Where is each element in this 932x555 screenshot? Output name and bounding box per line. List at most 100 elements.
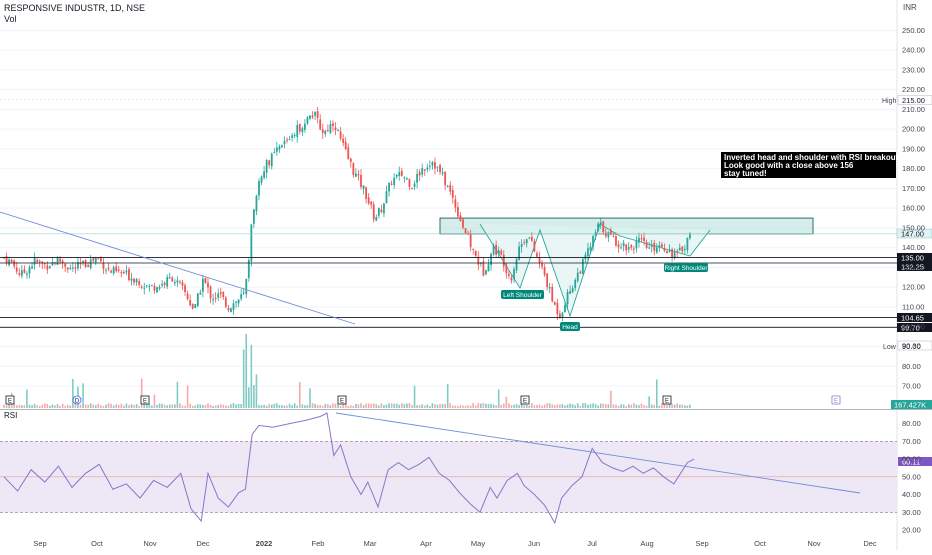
candle-body xyxy=(653,242,656,251)
candle-body xyxy=(156,287,158,293)
candle-body xyxy=(671,249,673,258)
volume-bar xyxy=(362,405,365,408)
volume-bar xyxy=(174,404,176,408)
candle-body xyxy=(604,232,607,237)
candle-body xyxy=(492,245,495,255)
right-shoulder-text: Right Shoulder xyxy=(665,265,709,272)
rsi-tick-label: 40.00 xyxy=(902,490,921,499)
candle-body xyxy=(196,293,199,307)
price-tick-label: 240.00 xyxy=(902,46,925,55)
candle-body xyxy=(61,260,64,264)
candle-body xyxy=(158,287,161,289)
low-marker: Low 90.30 xyxy=(883,340,932,351)
volume-bar xyxy=(406,403,408,408)
candle-body xyxy=(638,237,640,243)
candle-body xyxy=(319,119,322,130)
candle-body xyxy=(436,166,439,168)
candle-body xyxy=(138,281,141,286)
candle-body xyxy=(393,177,396,186)
volume-bar xyxy=(319,404,321,408)
volume-bar xyxy=(474,405,477,408)
candle-body xyxy=(449,185,452,192)
earnings-marker[interactable]: E xyxy=(5,395,15,405)
volume-bar xyxy=(582,403,584,408)
right-shoulder-label[interactable]: Right Shoulder xyxy=(664,263,708,272)
candle-body xyxy=(408,179,411,187)
left-shoulder-label[interactable]: Left Shoulder xyxy=(501,290,544,299)
candle-body xyxy=(49,266,51,269)
volume-bar xyxy=(589,404,592,408)
volume-bar xyxy=(508,403,510,408)
volume-bar xyxy=(678,404,681,408)
earnings-marker[interactable]: E xyxy=(662,395,672,405)
price-tick-label: 180.00 xyxy=(902,164,925,173)
annotation-box[interactable]: Inverted head and shoulder with RSI brea… xyxy=(721,152,899,178)
volume-bar xyxy=(480,403,482,408)
earnings-marker[interactable]: E xyxy=(831,395,841,405)
volume-bar xyxy=(334,403,337,408)
volume-bar xyxy=(554,405,556,408)
candle-body xyxy=(548,287,551,289)
candle-body xyxy=(495,244,498,255)
volume-bar xyxy=(306,404,309,408)
price-tick-label: 150.00 xyxy=(902,223,925,232)
candle-body xyxy=(224,297,227,307)
candle-body xyxy=(523,242,526,244)
candle-body xyxy=(23,269,26,273)
level-104-value: 104.65 xyxy=(901,314,924,323)
volume-bar xyxy=(528,405,531,408)
dividend-marker[interactable]: D xyxy=(72,395,82,405)
candle-body xyxy=(597,223,600,232)
candle-body xyxy=(296,124,299,137)
candle-body xyxy=(209,286,212,299)
volume-bar xyxy=(337,404,339,408)
candle-body xyxy=(576,272,579,281)
candle-body xyxy=(490,253,492,266)
volume-bar xyxy=(643,405,645,408)
earnings-marker[interactable]: E xyxy=(520,395,530,405)
candle-body xyxy=(128,269,130,281)
volume-bar xyxy=(209,404,212,408)
volume-bar xyxy=(531,403,533,408)
volume-bar xyxy=(566,404,569,408)
volume-bar xyxy=(273,403,276,408)
candle-body xyxy=(390,183,393,185)
candle-body xyxy=(502,254,505,267)
volume-bar xyxy=(138,405,140,408)
volume-bar xyxy=(569,403,571,408)
volume-bar xyxy=(515,404,518,408)
volume-bars xyxy=(3,333,691,408)
volume-bar xyxy=(393,403,395,408)
volume-bar xyxy=(661,403,663,408)
volume-bar xyxy=(253,384,255,408)
candle-body xyxy=(237,299,240,304)
volume-bar xyxy=(418,405,421,408)
candle-body xyxy=(357,174,360,176)
candle-body xyxy=(395,174,398,177)
candles[interactable] xyxy=(3,106,691,322)
x-tick-label: Oct xyxy=(754,539,767,548)
candle-body xyxy=(309,115,311,119)
candle-body xyxy=(8,259,10,266)
candle-body xyxy=(658,245,661,247)
candle-body xyxy=(571,288,574,293)
head-label[interactable]: Head xyxy=(560,322,580,331)
volume-bar xyxy=(212,405,214,408)
candle-body xyxy=(102,262,105,270)
event-glyph: E xyxy=(834,399,838,405)
price-tick-label: 70.00 xyxy=(902,382,921,391)
volume-bar xyxy=(467,405,469,408)
candle-body xyxy=(689,234,691,239)
x-axis: Sep Oct Nov Dec 2022 Feb Mar Apr May Jun Jul Aug Sep… xyxy=(33,539,877,548)
volume-bar xyxy=(551,404,554,408)
candle-body xyxy=(602,221,605,233)
volume-bar xyxy=(258,404,260,408)
earnings-marker[interactable]: E xyxy=(337,395,347,405)
candle-body xyxy=(459,215,462,221)
earnings-marker[interactable]: E xyxy=(140,395,150,405)
candle-body xyxy=(553,302,556,305)
rsi-tick-label: 30.00 xyxy=(902,508,921,517)
volume-bar xyxy=(668,404,671,408)
